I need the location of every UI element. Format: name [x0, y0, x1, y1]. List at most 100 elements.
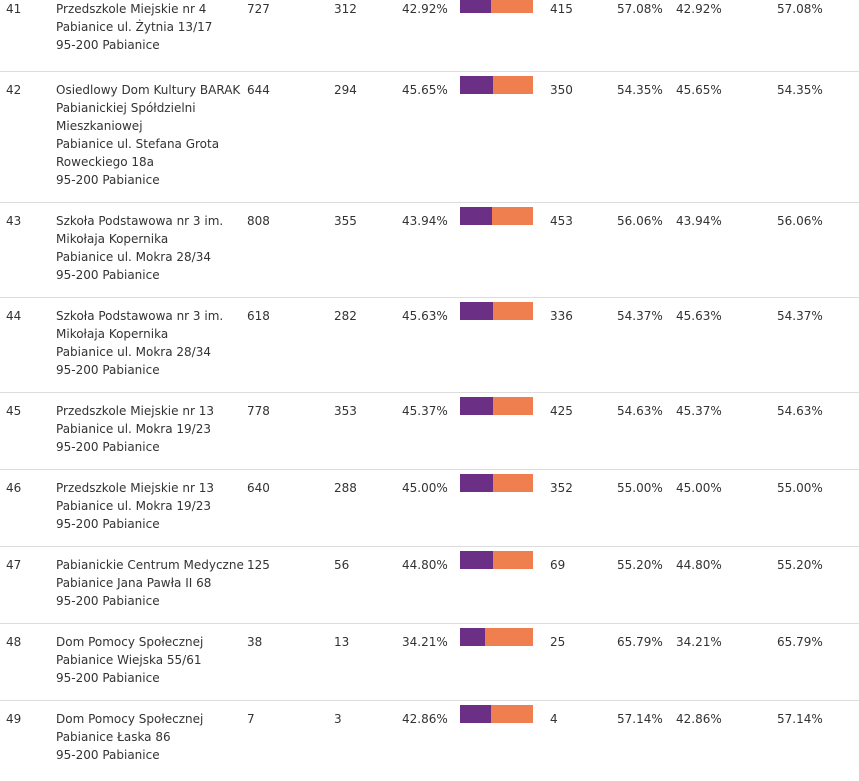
option-a-percent-repeat: 45.65% [676, 83, 722, 97]
address-line: Przedszkole Miejskie nr 13 [56, 404, 214, 418]
option-a-percent: 42.92% [402, 2, 448, 16]
option-b-percent: 54.37% [617, 309, 663, 323]
option-a-percent-repeat: 43.94% [676, 214, 722, 228]
polling-station-address: Osiedlowy Dom Kultury BARAK Pabianickiej … [56, 81, 240, 189]
option-b-bar-segment [493, 397, 533, 415]
option-a-votes: 353 [334, 404, 357, 418]
option-a-bar-segment [460, 397, 494, 415]
polling-station-number: 41 [6, 2, 22, 16]
address-line: Pabianice ul. Stefana Grota [56, 137, 220, 151]
option-a-votes: 56 [334, 558, 350, 572]
table-row: 44 Szkoła Podstawowa nr 3 im. Mikołaja Kop… [0, 298, 859, 393]
vote-split-bar [460, 76, 533, 94]
option-b-percent: 55.00% [617, 481, 663, 495]
option-b-bar-segment [493, 302, 533, 320]
polling-station-number: 49 [6, 712, 22, 726]
option-b-percent: 56.06% [617, 214, 663, 228]
vote-split-bar [460, 302, 533, 320]
option-b-bar-segment [492, 474, 533, 492]
table-row: 43 Szkoła Podstawowa nr 3 im. Mikołaja Kop… [0, 203, 859, 298]
valid-votes-count: 7 [247, 712, 255, 726]
address-line: Pabianice ul. Mokra 28/34 [56, 345, 211, 359]
option-b-percent-repeat: 55.00% [777, 481, 823, 495]
option-a-percent: 45.65% [402, 83, 448, 97]
table-row: 46 Przedszkole Miejskie nr 13 Pabianice ul… [0, 470, 859, 547]
polling-station-number: 47 [6, 558, 22, 572]
option-a-percent: 42.86% [402, 712, 448, 726]
option-b-bar-segment [493, 76, 533, 94]
option-b-bar-segment [491, 0, 533, 13]
address-line: 95-200 Pabianice [56, 268, 160, 282]
option-a-bar-segment [460, 628, 485, 646]
valid-votes-count: 778 [247, 404, 270, 418]
option-a-percent-repeat: 45.37% [676, 404, 722, 418]
option-a-bar-segment [460, 302, 494, 320]
vote-split-bar [460, 0, 533, 13]
polling-station-number: 43 [6, 214, 22, 228]
address-line: Pabianice ul. Żytnia 13/17 [56, 20, 213, 34]
polling-station-number: 46 [6, 481, 22, 495]
address-line: Dom Pomocy Społecznej [56, 635, 204, 649]
option-b-percent-repeat: 55.20% [777, 558, 823, 572]
option-b-percent: 54.35% [617, 83, 663, 97]
address-line: Pabianice ul. Mokra 19/23 [56, 422, 211, 436]
option-a-votes: 13 [334, 635, 350, 649]
option-a-votes: 3 [334, 712, 342, 726]
option-b-percent-repeat: 57.14% [777, 712, 823, 726]
option-a-percent-repeat: 34.21% [676, 635, 722, 649]
table-row: 42 Osiedlowy Dom Kultury BARAK Pabianickie… [0, 72, 859, 203]
address-line: 95-200 Pabianice [56, 748, 160, 762]
option-b-votes: 336 [550, 309, 573, 323]
option-b-votes: 25 [550, 635, 566, 649]
option-b-percent: 55.20% [617, 558, 663, 572]
option-a-percent: 34.21% [402, 635, 448, 649]
option-a-percent-repeat: 45.63% [676, 309, 722, 323]
option-b-percent-repeat: 57.08% [777, 2, 823, 16]
polling-station-number: 45 [6, 404, 22, 418]
option-a-percent-repeat: 45.00% [676, 481, 722, 495]
address-line: Osiedlowy Dom Kultury BARAK [56, 83, 241, 97]
table-row: 49 Dom Pomocy Społecznej Pabianice Łaska 8… [0, 701, 859, 781]
option-a-bar-segment [460, 76, 494, 94]
vote-split-bar [460, 474, 533, 492]
vote-split-bar [460, 705, 533, 723]
option-a-votes: 282 [334, 309, 357, 323]
address-line: 95-200 Pabianice [56, 671, 160, 685]
address-line: 95-200 Pabianice [56, 594, 160, 608]
address-line: Roweckiego 18a [56, 155, 154, 169]
option-b-votes: 415 [550, 2, 573, 16]
address-line: 95-200 Pabianice [56, 173, 160, 187]
option-b-percent-repeat: 65.79% [777, 635, 823, 649]
option-a-bar-segment [460, 0, 492, 13]
option-a-bar-segment [460, 551, 493, 569]
option-a-percent: 45.63% [402, 309, 448, 323]
option-b-bar-segment [492, 207, 533, 225]
address-line: Szkoła Podstawowa nr 3 im. [56, 214, 224, 228]
option-a-percent-repeat: 42.92% [676, 2, 722, 16]
address-line: Pabianickie Centrum Medyczne [56, 558, 244, 572]
option-a-percent: 43.94% [402, 214, 448, 228]
address-line: Pabianice Wiejska 55/61 [56, 653, 202, 667]
option-a-percent: 44.80% [402, 558, 448, 572]
vote-split-bar [460, 207, 533, 225]
option-b-votes: 350 [550, 83, 573, 97]
address-line: 95-200 Pabianice [56, 38, 160, 52]
table-row: 47 Pabianickie Centrum Medyczne Pabianice … [0, 547, 859, 624]
option-b-bar-segment [492, 551, 533, 569]
polling-station-address: Szkoła Podstawowa nr 3 im. Mikołaja Koper… [56, 212, 223, 284]
address-line: Pabianice ul. Mokra 19/23 [56, 499, 211, 513]
address-line: 95-200 Pabianice [56, 363, 160, 377]
vote-split-bar [460, 397, 533, 415]
option-a-percent-repeat: 42.86% [676, 712, 722, 726]
option-a-votes: 312 [334, 2, 357, 16]
address-line: 95-200 Pabianice [56, 440, 160, 454]
polling-station-address: Przedszkole Miejskie nr 4 Pabianice ul. Ż… [56, 0, 212, 54]
option-b-percent-repeat: 54.37% [777, 309, 823, 323]
option-b-votes: 425 [550, 404, 573, 418]
table-row: 45 Przedszkole Miejskie nr 13 Pabianice ul… [0, 393, 859, 470]
valid-votes-count: 38 [247, 635, 263, 649]
polling-station-address: Pabianickie Centrum Medyczne Pabianice Ja… [56, 556, 244, 610]
valid-votes-count: 640 [247, 481, 270, 495]
polling-station-address: Dom Pomocy Społecznej Pabianice Łaska 86 9… [56, 710, 203, 764]
option-a-votes: 288 [334, 481, 357, 495]
